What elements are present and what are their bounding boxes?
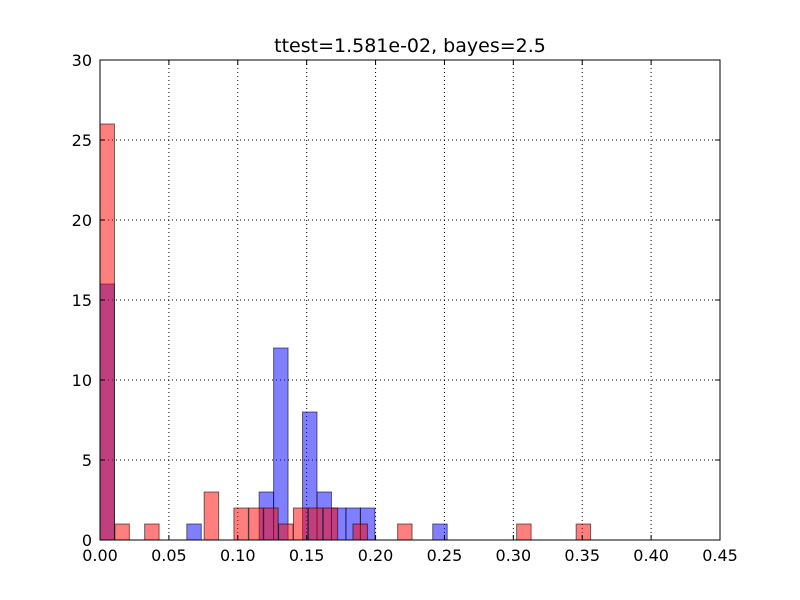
y-tick-label: 25 [72,131,92,150]
histogram-bar [248,507,264,541]
histogram-bar [516,523,532,541]
x-tick-label: 0.00 [82,546,118,565]
histogram-bar [575,523,592,541]
histogram-bars [99,123,592,541]
grid-lines [100,60,720,540]
histogram-bar [397,523,413,541]
x-tick-label: 0.30 [496,546,532,565]
x-tick-label: 0.45 [702,546,738,565]
x-tick-label: 0.20 [358,546,394,565]
x-tick-label: 0.15 [289,546,325,565]
chart-title: ttest=1.581e-02, bayes=2.5 [274,35,546,57]
x-tick-labels: 0.00 0.05 0.10 0.15 0.20 0.25 0.30 0.35 0.40 0.45 [82,546,738,565]
y-tick-label: 15 [72,291,92,310]
y-tick-labels: 0 5 10 15 20 25 30 [72,51,92,550]
histogram-bar [278,523,294,541]
histogram-bar [114,523,130,541]
histogram-bar [352,523,368,541]
histogram-bar [307,507,324,541]
y-tick-label: 30 [72,51,92,70]
x-tick-label: 0.10 [220,546,256,565]
histogram-bar [99,123,115,541]
histogram-bar [144,523,160,541]
x-tick-label: 0.25 [427,546,463,565]
y-tick-label: 5 [82,451,92,470]
histogram-bar [186,523,202,541]
histogram-bar [292,507,309,541]
x-tick-label: 0.35 [564,546,600,565]
histogram-bar [263,507,279,541]
y-tick-label: 20 [72,211,92,230]
y-tick-label: 10 [72,371,92,390]
histogram-bar [203,491,220,541]
series-2-bars [99,123,592,541]
series-1-bars [99,283,448,541]
axis-ticks [99,59,721,541]
histogram-bar [322,507,339,541]
histogram-bar [233,507,249,541]
histogram-bar [432,523,448,541]
x-tick-label: 0.40 [633,546,669,565]
x-tick-label: 0.05 [151,546,187,565]
y-tick-label: 0 [82,531,92,550]
